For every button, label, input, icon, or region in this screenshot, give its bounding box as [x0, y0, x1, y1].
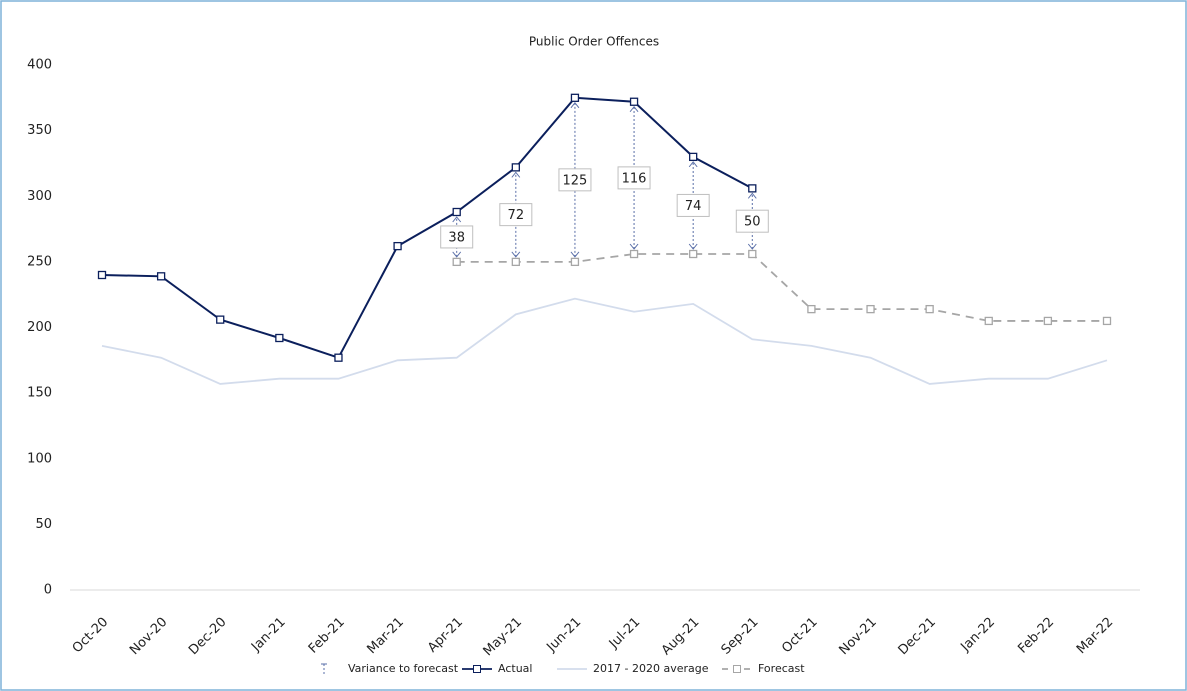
- y-tick-label: 200: [27, 320, 52, 335]
- data-label: 74: [685, 199, 702, 214]
- chart-title: Public Order Offences: [529, 35, 659, 49]
- arrow-head: [452, 216, 462, 223]
- series-marker: [393, 241, 402, 251]
- y-tick-label: 150: [27, 386, 52, 401]
- data-label: 116: [622, 171, 647, 186]
- y-tick-label: 300: [27, 189, 52, 204]
- series-marker: [570, 257, 580, 267]
- data-label-box: [440, 225, 474, 249]
- arrow-head: [747, 192, 757, 199]
- series-marker: [216, 315, 225, 324]
- y-tick-label: 350: [27, 123, 52, 138]
- arrow-head: [511, 171, 521, 178]
- series-line: [101, 297, 1108, 385]
- arrow-head: [688, 161, 698, 168]
- series-line: [101, 96, 753, 359]
- series-marker: [629, 97, 639, 106]
- series-marker: [866, 304, 875, 314]
- series-marker: [984, 316, 993, 326]
- series-marker: [689, 249, 698, 259]
- y-tick-label: 50: [35, 517, 52, 532]
- data-label-box: [735, 209, 769, 233]
- series-marker: [1043, 316, 1053, 326]
- series-marker: [748, 249, 757, 259]
- arrow-head: [570, 251, 580, 258]
- legend-item: Variance to forecast: [321, 662, 459, 675]
- legend-item: Forecast: [722, 662, 805, 675]
- legend-marker: [473, 665, 481, 673]
- data-label-box: [676, 193, 710, 217]
- series-line: [456, 253, 1107, 322]
- legend-label: Actual: [498, 662, 532, 675]
- arrow-head: [511, 251, 521, 258]
- series-marker: [629, 249, 639, 259]
- series-marker: [452, 257, 461, 267]
- series-marker: [97, 270, 107, 280]
- legend-label: Forecast: [758, 662, 805, 675]
- series-marker: [570, 93, 580, 102]
- series-marker: [452, 207, 461, 217]
- legend-marker: [733, 665, 741, 673]
- legend-item: Actual: [462, 662, 532, 675]
- data-label-box: [499, 203, 533, 227]
- series-marker: [925, 304, 934, 314]
- arrow-head: [688, 243, 698, 250]
- series-marker: [511, 257, 520, 267]
- arrow-head: [452, 251, 462, 258]
- legend-item: 2017 - 2020 average: [557, 662, 709, 675]
- arrow-head: [570, 102, 580, 109]
- y-tick-label: 400: [27, 58, 52, 73]
- arrow-head: [629, 105, 639, 113]
- series-marker: [807, 304, 816, 314]
- legend-label: Variance to forecast: [348, 662, 459, 675]
- y-tick-label: 100: [27, 451, 52, 466]
- series-marker: [511, 163, 520, 172]
- data-label-box: [558, 168, 592, 192]
- data-label: 72: [508, 208, 525, 223]
- data-label: 125: [563, 173, 588, 188]
- legend-label: 2017 - 2020 average: [593, 662, 709, 675]
- data-label-box: [617, 166, 651, 190]
- data-label: 50: [744, 215, 761, 230]
- y-tick-label: 0: [44, 583, 52, 598]
- data-label: 38: [448, 230, 465, 245]
- series-marker: [748, 184, 757, 193]
- y-tick-label: 250: [27, 254, 52, 269]
- series-marker: [156, 272, 166, 281]
- series-marker: [334, 353, 343, 362]
- series-marker: [689, 152, 698, 162]
- series-marker: [275, 333, 284, 343]
- arrow-head: [629, 243, 639, 250]
- series-marker: [1102, 316, 1112, 326]
- arrow-head: [747, 243, 757, 250]
